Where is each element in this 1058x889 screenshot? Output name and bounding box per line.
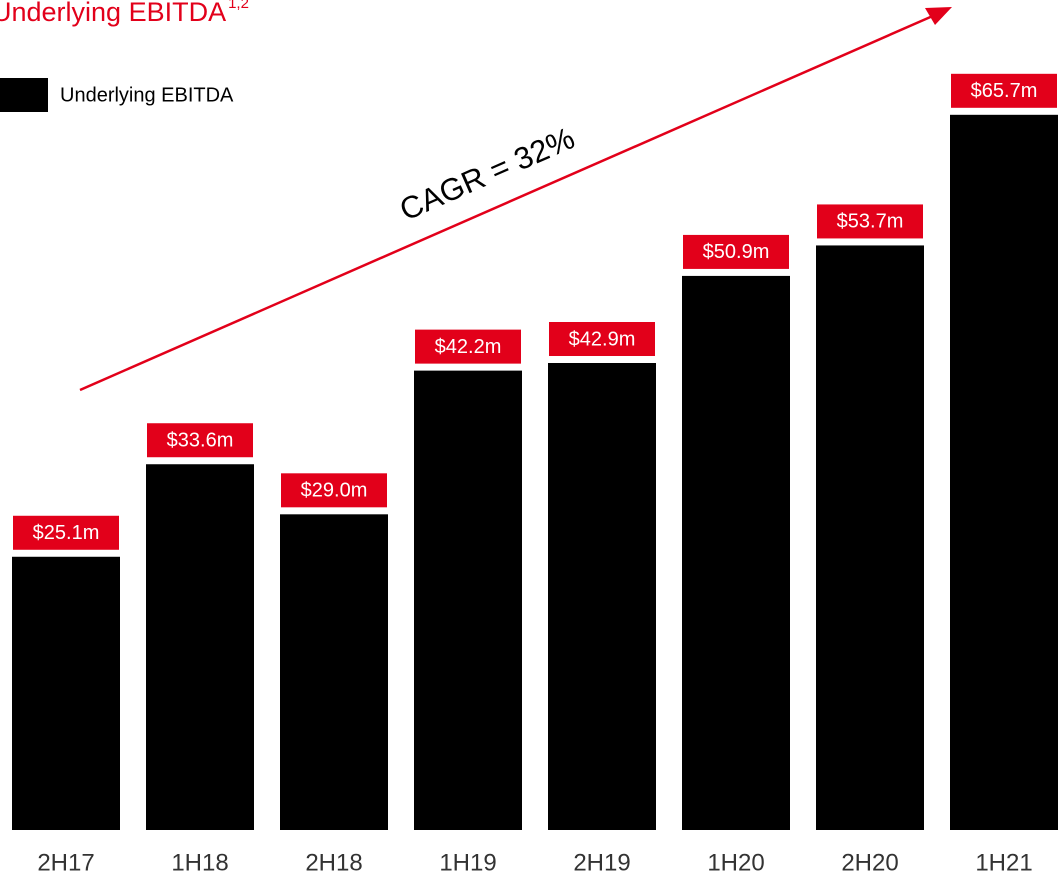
x-tick-label: 1H20 — [707, 849, 764, 876]
bar — [816, 245, 924, 831]
legend-label: Underlying EBITDA — [60, 84, 234, 106]
title-superscript: 1,2 — [228, 0, 249, 12]
value-label-box — [147, 423, 253, 458]
arrow-head — [925, 7, 952, 25]
chart-title: Underlying EBITDA — [0, 0, 226, 27]
value-label-box — [549, 322, 655, 357]
bar — [548, 363, 656, 830]
bar — [146, 464, 254, 830]
legend-swatch — [0, 78, 48, 112]
value-label-box — [415, 329, 521, 364]
value-label: $50.9m — [703, 241, 770, 263]
x-tick-label: 1H21 — [975, 849, 1032, 876]
bar — [950, 114, 1058, 830]
value-label: $53.7m — [837, 211, 904, 233]
bar — [682, 275, 790, 831]
bar — [414, 370, 522, 830]
value-label: $42.2m — [435, 336, 502, 358]
value-label-box — [683, 234, 789, 269]
cagr-arrow — [79, 13, 936, 392]
value-label: $29.0m — [301, 480, 368, 502]
bar — [12, 556, 120, 830]
x-tick-label: 2H17 — [37, 849, 94, 876]
x-tick-label: 1H18 — [171, 849, 228, 876]
value-label-box — [817, 204, 923, 239]
value-label-box — [281, 473, 387, 508]
value-label-box — [13, 515, 119, 550]
x-tick-label: 2H19 — [573, 849, 630, 876]
bar — [280, 514, 388, 830]
value-label-box — [951, 73, 1057, 108]
x-tick-label: 2H18 — [305, 849, 362, 876]
value-label: $65.7m — [971, 80, 1038, 102]
x-tick-label: 2H20 — [841, 849, 898, 876]
value-label: $33.6m — [167, 430, 234, 452]
x-tick-label: 1H19 — [439, 849, 496, 876]
value-label: $42.9m — [569, 328, 636, 350]
value-label: $25.1m — [33, 522, 100, 544]
